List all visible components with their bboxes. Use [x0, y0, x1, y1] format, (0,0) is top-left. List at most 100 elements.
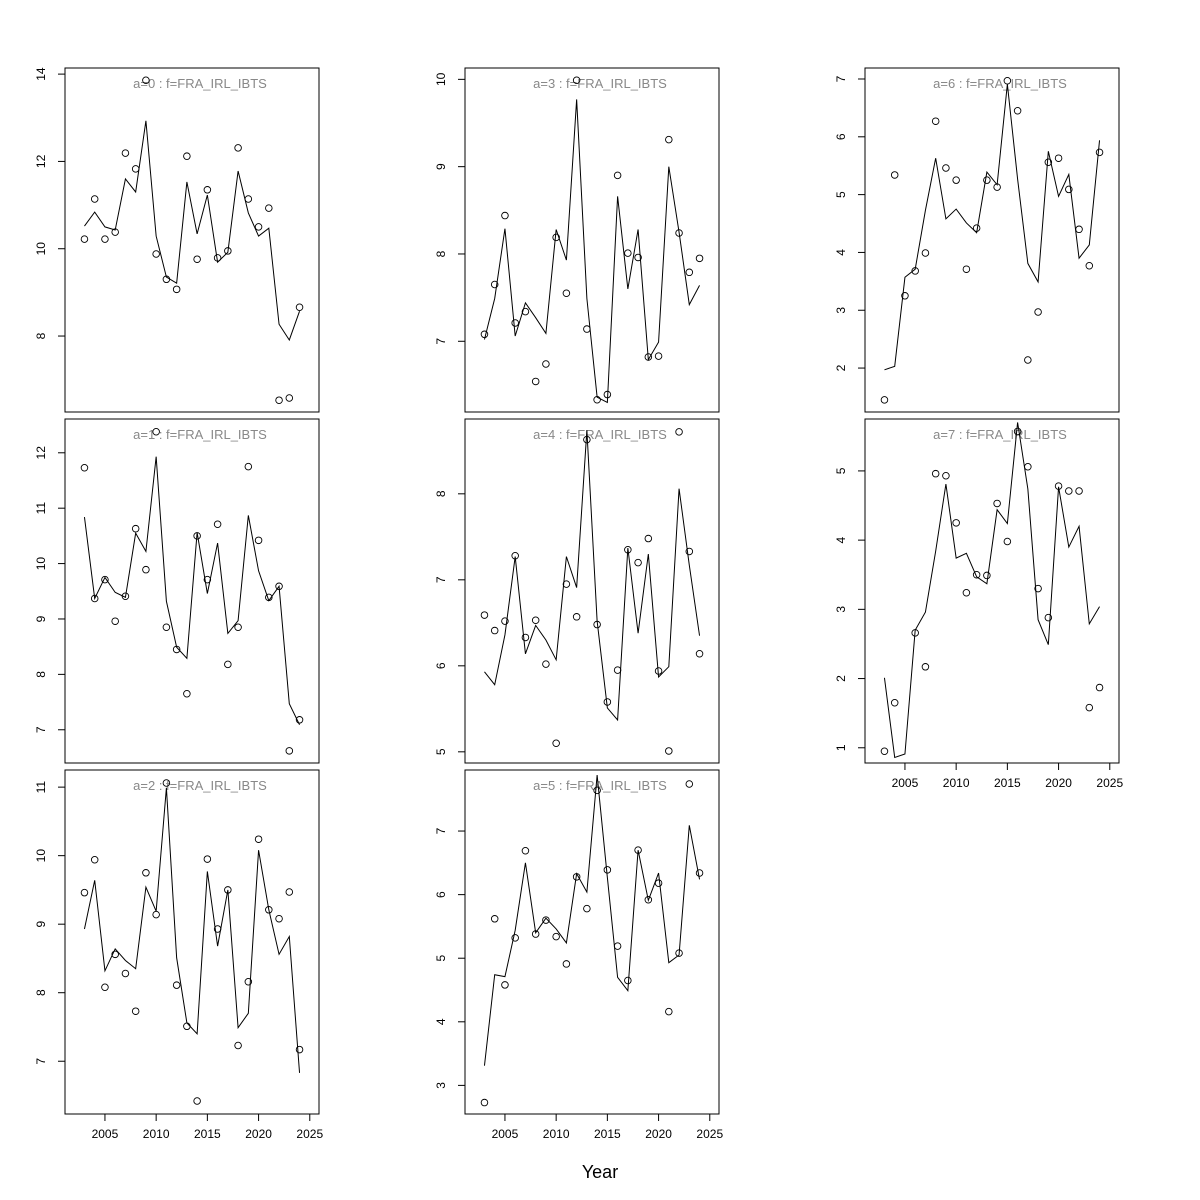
observed-point [101, 983, 109, 991]
observed-point [583, 325, 591, 333]
panel: a=7 : f=FRA_IRL_IBTS 1 2 3 4 5 2005 2010 2015 202… [834, 418, 1123, 790]
observed-point [665, 1007, 673, 1016]
observed-point [962, 265, 971, 273]
observed-point [265, 906, 273, 914]
x-tick-label: 2010 [943, 776, 970, 790]
observed-point [142, 76, 150, 84]
observed-point [1075, 225, 1083, 234]
observed-point [603, 390, 612, 399]
observed-point [665, 135, 673, 144]
observed-point [90, 594, 99, 603]
observed-point [562, 580, 571, 588]
observed-point [644, 895, 653, 904]
x-tick-label: 2015 [194, 1127, 221, 1141]
observed-point [993, 499, 1001, 508]
observed-point [531, 616, 540, 624]
panel-title: a=0 : f=FRA_IRL_IBTS [133, 76, 267, 91]
observed-point [685, 547, 694, 556]
observed-point [593, 396, 601, 404]
y-tick-label: 12 [34, 446, 48, 460]
observed-point [695, 869, 704, 877]
observed-point [921, 249, 930, 257]
x-tick-label: 2015 [594, 1127, 621, 1141]
observed-point [603, 866, 612, 874]
observed-point [1044, 158, 1053, 166]
observed-point [931, 469, 940, 478]
observed-point [644, 353, 653, 361]
observed-point [172, 981, 181, 989]
observed-point [695, 254, 704, 263]
observed-point [542, 660, 550, 668]
observed-point [521, 633, 530, 642]
y-tick-label: 8 [34, 671, 48, 678]
observed-point [572, 873, 581, 881]
y-tick-label: 3 [834, 307, 848, 314]
observed-point [972, 224, 981, 232]
y-tick-label: 9 [434, 163, 448, 170]
observed-point [254, 835, 263, 843]
plot-frame [64, 67, 320, 413]
observed-point [1034, 584, 1042, 593]
observed-point [213, 254, 222, 262]
observed-point [172, 645, 181, 654]
observed-point [162, 779, 171, 787]
observed-point [224, 886, 232, 894]
observed-point [675, 428, 683, 436]
panel-title: a=4 : f=FRA_IRL_IBTS [533, 427, 667, 442]
observed-point [634, 253, 642, 262]
x-axis-label: Year [582, 1162, 618, 1182]
observed-point [675, 229, 683, 237]
observed-point [685, 780, 694, 788]
y-tick-label: 6 [834, 133, 848, 140]
observed-point [254, 536, 263, 545]
observed-point [244, 195, 253, 203]
observed-point [562, 289, 571, 298]
panel-title: a=3 : f=FRA_IRL_IBTS [533, 76, 667, 91]
observed-point [952, 519, 960, 527]
y-tick-label: 2 [834, 675, 848, 682]
observed-point [213, 520, 222, 528]
observed-point [1044, 613, 1053, 622]
x-tick-label: 2015 [994, 776, 1021, 790]
plot-frame [464, 418, 720, 764]
observed-point [880, 747, 889, 755]
fitted-line [83, 456, 300, 725]
observed-point [654, 667, 663, 675]
observed-point [142, 869, 150, 877]
panel: a=2 : f=FRA_IRL_IBTS 7 8 9 10 11 2005 2010 2015 2… [34, 769, 323, 1141]
observed-point [624, 976, 632, 985]
observed-point [80, 235, 89, 243]
observed-point [521, 307, 530, 316]
y-tick-label: 7 [34, 1058, 48, 1065]
x-tick-label: 2020 [245, 1127, 272, 1141]
plot-frame [864, 67, 1120, 413]
y-tick-label: 10 [34, 242, 48, 256]
observed-point [295, 716, 304, 724]
y-tick-label: 5 [834, 467, 848, 474]
observed-point [244, 977, 253, 986]
observed-point [634, 846, 642, 854]
observed-point [490, 280, 499, 289]
panel: a=1 : f=FRA_IRL_IBTS 7 8 9 10 11 12 [34, 418, 320, 764]
observed-point [942, 164, 950, 172]
panel-title: a=7 : f=FRA_IRL_IBTS [933, 427, 1067, 442]
observed-point [1075, 487, 1083, 495]
observed-point [131, 165, 140, 173]
observed-point [90, 195, 99, 203]
y-tick-label: 4 [834, 249, 848, 256]
observed-point [501, 981, 509, 989]
observed-point [511, 551, 519, 560]
x-tick-label: 2025 [296, 1127, 323, 1141]
observed-point [552, 233, 560, 242]
x-tick-label: 2025 [1096, 776, 1123, 790]
observed-point [234, 623, 242, 632]
fitted-line [483, 99, 700, 404]
observed-point [193, 532, 201, 540]
panel-title: a=5 : f=FRA_IRL_IBTS [533, 778, 667, 793]
observed-point [480, 1098, 489, 1107]
panel-title: a=2 : f=FRA_IRL_IBTS [133, 778, 267, 793]
observed-point [490, 915, 499, 923]
observed-point [921, 663, 930, 671]
observed-point [162, 275, 171, 284]
